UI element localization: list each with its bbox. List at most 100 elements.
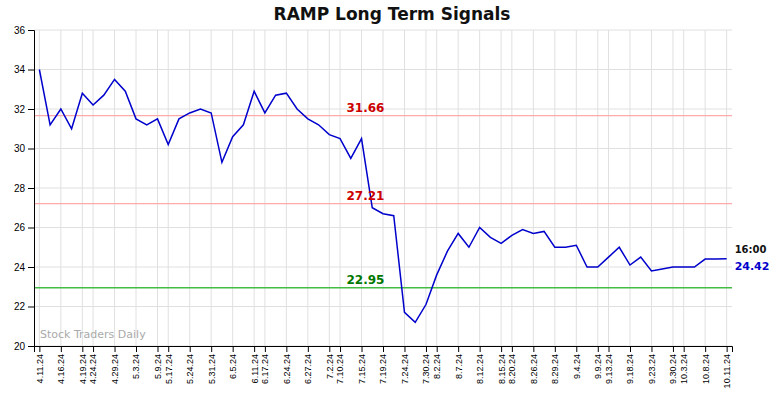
grid-line	[683, 30, 684, 346]
watermark: Stock Traders Daily	[40, 328, 146, 341]
grid-line	[39, 30, 40, 346]
grid-line	[189, 30, 190, 346]
grid-line	[608, 30, 609, 346]
tick: 7.10.24	[335, 346, 345, 384]
tick-label: 8.15.24	[497, 354, 507, 384]
tick: 6.5.24	[228, 346, 238, 379]
tick-mark	[308, 346, 309, 352]
tick-label: 32	[14, 104, 26, 115]
tick: 7.24.24	[400, 346, 410, 384]
tick: 6.17.24	[260, 346, 270, 384]
tick: 6.27.24	[303, 346, 313, 384]
tick: 8.29.24	[550, 346, 560, 384]
chart: 2022242628303234364.11.244.16.244.19.244…	[0, 0, 784, 398]
grid-line	[425, 30, 426, 346]
signal-line	[34, 203, 732, 204]
tick-label: 9.13.24	[604, 354, 614, 384]
tick-mark	[28, 70, 34, 71]
tick-label: 5.24.24	[185, 354, 195, 384]
tick-mark	[28, 188, 34, 189]
title: RAMP Long Term Signals	[274, 4, 511, 24]
grid-line	[726, 30, 727, 346]
price-line	[39, 70, 726, 323]
tick-mark	[157, 346, 158, 352]
tick-mark	[136, 346, 137, 352]
tick-mark	[480, 346, 481, 352]
tick: 6.11.24	[250, 346, 260, 383]
background	[0, 0, 784, 398]
tick-label: 9.4.24	[572, 354, 582, 379]
tick-mark	[512, 346, 513, 352]
tick: 8.15.24	[497, 346, 507, 384]
signal-label: 22.95	[346, 273, 384, 287]
tick-label: 10.8.24	[701, 354, 711, 384]
tick: 5.3.24	[131, 346, 141, 379]
grid-line	[114, 30, 115, 346]
tick: 4.16.24	[56, 346, 66, 384]
tick: 9.4.24	[572, 346, 582, 379]
grid-line	[60, 30, 61, 346]
tick-label: 6.11.24	[250, 354, 260, 383]
tick-mark	[39, 346, 40, 352]
grid-line	[329, 30, 330, 346]
tick: 9.18.24	[625, 346, 635, 384]
signal-line	[34, 115, 732, 116]
tick-mark	[28, 307, 34, 308]
tick: 7.15.24	[357, 346, 367, 384]
tick-mark	[211, 346, 212, 352]
tick: 36	[14, 25, 34, 36]
grid-line	[404, 30, 405, 346]
tick: 9.23.24	[647, 346, 657, 384]
tick-mark	[705, 346, 706, 352]
tick-label: 5.17.24	[164, 354, 174, 384]
grid-line	[211, 30, 212, 346]
tick-mark	[28, 346, 34, 347]
tick-label: 28	[14, 183, 26, 194]
grid-line	[286, 30, 287, 346]
grid-line	[232, 30, 233, 346]
axis-line	[28, 31, 35, 347]
tick-label: 9.23.24	[647, 354, 657, 384]
tick: 4.19.24	[78, 346, 88, 384]
tick-label: 6.24.24	[282, 354, 292, 384]
tick-label: 4.24.24	[88, 354, 98, 384]
grid-line	[533, 30, 534, 346]
tick: 9.13.24	[604, 346, 614, 384]
tick-label: 4.11.24	[35, 354, 45, 383]
grid-line	[576, 30, 577, 346]
tick-mark	[673, 346, 674, 352]
grid-line	[157, 30, 158, 346]
tick-mark	[190, 346, 191, 352]
tick-mark	[168, 346, 169, 352]
tick: 6.24.24	[282, 346, 292, 384]
tick: 5.24.24	[185, 346, 195, 384]
tick-label: 10.3.24	[679, 354, 689, 384]
tick: 4.11.24	[35, 346, 45, 383]
grid-line	[254, 30, 255, 346]
last-price-value: 24.42	[735, 260, 770, 273]
x-axis: 4.11.244.16.244.19.244.24.244.29.245.3.2…	[35, 346, 733, 388]
tick-label: 7.19.24	[378, 354, 388, 384]
tick-mark	[727, 346, 728, 352]
tick-mark	[404, 346, 405, 352]
tick: 7.2.24	[325, 346, 335, 379]
tick-label: 7.24.24	[400, 354, 410, 384]
tick: 30	[14, 143, 34, 154]
tick: 34	[14, 64, 34, 75]
tick-mark	[501, 346, 502, 352]
tick-label: 8.12.24	[475, 354, 485, 384]
tick-mark	[286, 346, 287, 352]
tick-mark	[254, 346, 255, 352]
tick-mark	[329, 346, 330, 352]
tick-label: 26	[14, 222, 26, 233]
tick-label: 8.7.24	[454, 354, 464, 379]
tick-label: 6.5.24	[228, 354, 238, 379]
tick: 7.19.24	[378, 346, 388, 384]
tick: 5.9.24	[153, 346, 163, 379]
tick-label: 7.15.24	[357, 354, 367, 384]
tick-label: 9.18.24	[625, 354, 635, 384]
tick-mark	[28, 109, 34, 110]
grid-line	[340, 30, 341, 346]
grid-line	[597, 30, 598, 346]
tick: 4.24.24	[88, 346, 98, 384]
